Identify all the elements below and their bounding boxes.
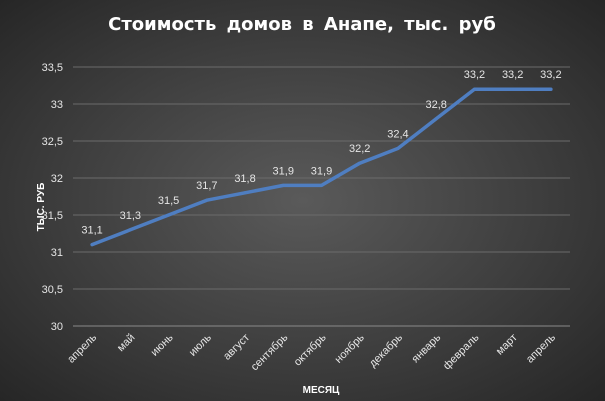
data-label: 31,9 bbox=[311, 165, 332, 177]
chart-title: Стоимость домов в Анапе, тыс. руб bbox=[108, 14, 496, 35]
data-label: 31,1 bbox=[81, 225, 102, 237]
data-label: 31,3 bbox=[120, 210, 141, 222]
x-tick-label: апрель bbox=[524, 331, 558, 365]
y-tick-label: 32 bbox=[51, 173, 63, 185]
data-point bbox=[281, 183, 285, 187]
x-tick-label: август bbox=[221, 332, 252, 363]
y-tick-label: 30,5 bbox=[42, 284, 63, 296]
data-label: 32,2 bbox=[349, 143, 370, 155]
data-point bbox=[243, 191, 247, 195]
data-label: 33,2 bbox=[464, 69, 485, 81]
x-tick-label: сентябрь bbox=[249, 331, 291, 373]
y-tick-label: 31,5 bbox=[42, 210, 63, 222]
y-tick-label: 33 bbox=[51, 99, 63, 111]
x-tick-label: октябрь bbox=[292, 331, 329, 368]
data-label: 31,5 bbox=[158, 195, 179, 207]
data-label: 31,7 bbox=[196, 180, 217, 192]
data-point bbox=[472, 87, 476, 91]
data-label: 32,4 bbox=[387, 128, 408, 140]
data-point bbox=[511, 87, 515, 91]
y-tick-label: 33,5 bbox=[42, 62, 63, 74]
data-point bbox=[167, 213, 171, 217]
data-label: 33,2 bbox=[502, 69, 523, 81]
data-label: 31,8 bbox=[234, 173, 255, 185]
x-tick-label: январь bbox=[410, 331, 444, 365]
y-tick-label: 31 bbox=[51, 247, 63, 259]
data-point bbox=[358, 161, 362, 165]
x-tick-label: июль bbox=[187, 331, 214, 358]
data-point bbox=[434, 117, 438, 121]
x-axis-title: МЕСЯЦ bbox=[303, 385, 340, 396]
data-label: 33,2 bbox=[540, 69, 561, 81]
x-tick-label: ноябрь bbox=[333, 331, 367, 365]
data-point bbox=[128, 228, 132, 232]
data-point bbox=[205, 198, 209, 202]
data-point bbox=[396, 146, 400, 150]
data-point bbox=[90, 243, 94, 247]
data-point bbox=[320, 183, 323, 187]
y-axis-title: ТЫС. РУБ bbox=[36, 183, 47, 232]
x-tick-label: май bbox=[115, 332, 138, 355]
data-labels: 31,1 31,3 31,5 31,7 31,8 31,9 31,9 32,2 32,4 32,8… bbox=[81, 69, 562, 247]
x-tick-label: декабрь bbox=[367, 331, 405, 369]
x-tick-label: февраль bbox=[441, 331, 482, 372]
y-axis-ticks: 30 30,5 31 31,5 32 32,5 33 33,5 bbox=[42, 62, 63, 333]
gridlines bbox=[73, 66, 570, 290]
data-label: 32,8 bbox=[425, 99, 446, 111]
x-tick-label: март bbox=[494, 332, 520, 358]
data-point bbox=[549, 87, 553, 91]
x-tick-label: июнь bbox=[149, 331, 176, 358]
data-label: 31,9 bbox=[273, 165, 294, 177]
y-tick-label: 30 bbox=[51, 321, 63, 333]
y-tick-label: 32,5 bbox=[42, 136, 63, 148]
x-tick-label: апрель bbox=[65, 331, 99, 365]
